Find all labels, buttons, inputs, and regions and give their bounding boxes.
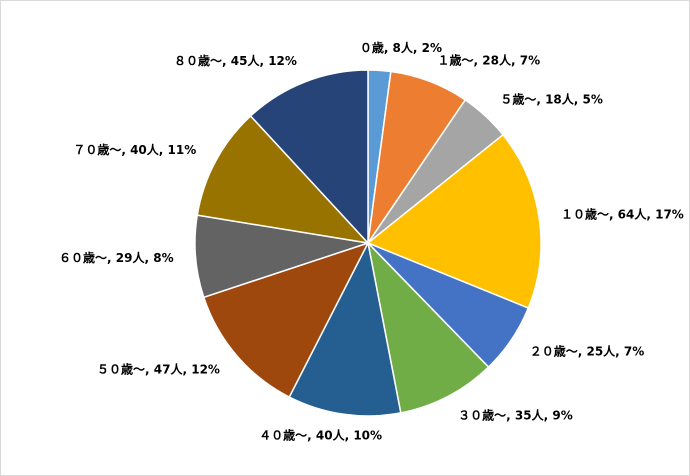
- data-label: １０歳～, 64人, 17%: [561, 206, 684, 221]
- data-label: ６０歳～, 29人, 8%: [59, 250, 174, 265]
- pie-slice: [366, 133, 542, 310]
- pie-slice: [366, 240, 490, 414]
- data-label: ７０歳～, 40人, 11%: [73, 142, 196, 157]
- data-label: ４０歳～, 40人, 10%: [259, 428, 382, 443]
- pie-slice: [249, 69, 369, 245]
- data-label: ５歳～, 18人, 5%: [500, 91, 603, 106]
- pie-slice: [196, 114, 371, 245]
- data-label: １歳～, 28人, 7%: [438, 52, 541, 67]
- data-label: ０歳, 8人, 2%: [360, 40, 442, 55]
- data-label: ８０歳～, 45人, 12%: [174, 53, 297, 68]
- pie-slice: [202, 241, 370, 399]
- data-label: ３０歳～, 35人, 9%: [458, 407, 573, 422]
- data-label: ５０歳～, 47人, 12%: [97, 361, 220, 376]
- pie-slice: [288, 240, 402, 417]
- data-label: ２０歳～, 25人, 7%: [530, 343, 645, 358]
